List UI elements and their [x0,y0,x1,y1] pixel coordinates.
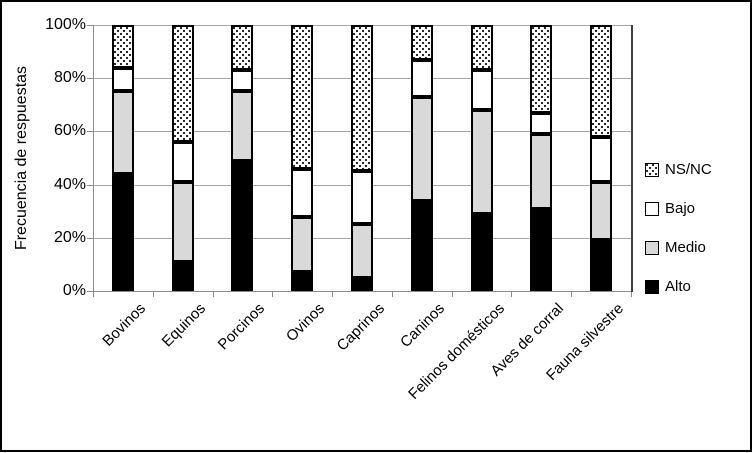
x-axis-line [93,291,631,292]
bar-segment-alto [291,272,314,291]
x-tick-mark [212,292,214,297]
x-tick-mark [152,292,154,297]
y-tick-label: 40% [53,175,86,193]
x-tick-mark [451,292,453,297]
y-tick-mark [87,237,93,239]
legend-item-ns-nc: NS/NC [645,150,712,189]
legend-swatch-medio [645,240,659,255]
bar-caprinos [351,25,373,291]
bar-segment-medio [111,91,134,174]
y-tick-mark [87,184,93,186]
bar-segment-bajo [470,70,493,111]
bar-segment-medio [231,91,254,161]
bar-segment-bajo [231,70,254,92]
x-tick-mark [511,292,513,297]
bar-segment-medio [291,216,314,273]
bar-segment-ns-nc [231,25,254,71]
x-tick-mark [391,292,393,297]
bar-porcinos [231,25,254,291]
x-tick-mark [272,292,274,297]
legend-item-bajo: Bajo [645,189,712,228]
y-tick-mark [87,78,93,80]
x-tick-mark [571,292,573,297]
bar-segment-ns-nc [530,25,553,113]
bar-bovinos [111,25,134,291]
legend-item-alto: Alto [645,267,712,306]
bar-segment-medio [171,181,194,262]
x-tick-mark [631,292,632,297]
bar-segment-alto [470,213,493,291]
bar-segment-medio [590,181,613,241]
y-tick-mark [87,25,93,26]
x-tick-mark [93,292,94,297]
x-tick-mark [332,292,334,297]
bar-fauna-silvestre [590,25,613,291]
y-tick-mark [87,131,93,133]
bar-aves-de-corral [530,25,553,291]
y-axis-line [93,25,94,292]
bar-segment-ns-nc [171,25,194,143]
bar-segment-medio [470,110,493,214]
legend-label: Alto [665,278,691,295]
bar-segment-alto [351,277,373,291]
bar-segment-ns-nc [590,25,613,137]
legend-swatch-alto [645,279,659,294]
bar-caninos [410,25,433,291]
plot-area-right-border [631,25,633,292]
y-tick-label: 60% [53,122,86,140]
bar-ovinos [291,25,314,291]
bar-segment-alto [590,240,613,291]
legend-swatch-bajo [645,201,659,216]
bar-felinos-dom-sticos [470,25,493,291]
y-tick-label: 100% [45,16,86,33]
bar-equinos [171,25,194,291]
bar-segment-medio [351,224,373,278]
y-tick-label: 0% [62,282,86,299]
bar-segment-ns-nc [291,25,314,169]
legend-label: Medio [665,239,706,256]
bar-segment-ns-nc [470,25,493,71]
legend-label: NS/NC [665,161,712,178]
bar-segment-bajo [291,168,314,217]
legend-label: Bajo [665,200,696,217]
bar-segment-ns-nc [410,25,433,60]
y-tick-label: 20% [53,228,86,246]
bar-segment-alto [171,261,194,291]
bar-segment-ns-nc [111,25,134,68]
bar-segment-medio [410,96,433,201]
bar-segment-alto [231,160,254,291]
legend-swatch-ns-nc [645,162,659,177]
bar-segment-bajo [111,67,134,92]
bar-segment-ns-nc [351,25,373,172]
bar-segment-alto [111,173,134,291]
bar-segment-alto [410,200,433,291]
bar-segment-alto [530,208,553,291]
bar-segment-bajo [171,142,194,182]
bar-segment-bajo [410,59,433,97]
y-tick-mark [87,291,93,292]
bar-segment-bajo [351,171,373,225]
chart-legend: NS/NC Bajo Medio Alto [645,150,712,306]
y-tick-label: 80% [53,69,86,87]
bar-segment-bajo [530,112,553,135]
bar-segment-bajo [590,136,613,182]
bar-segment-medio [530,134,553,209]
legend-item-medio: Medio [645,228,712,267]
